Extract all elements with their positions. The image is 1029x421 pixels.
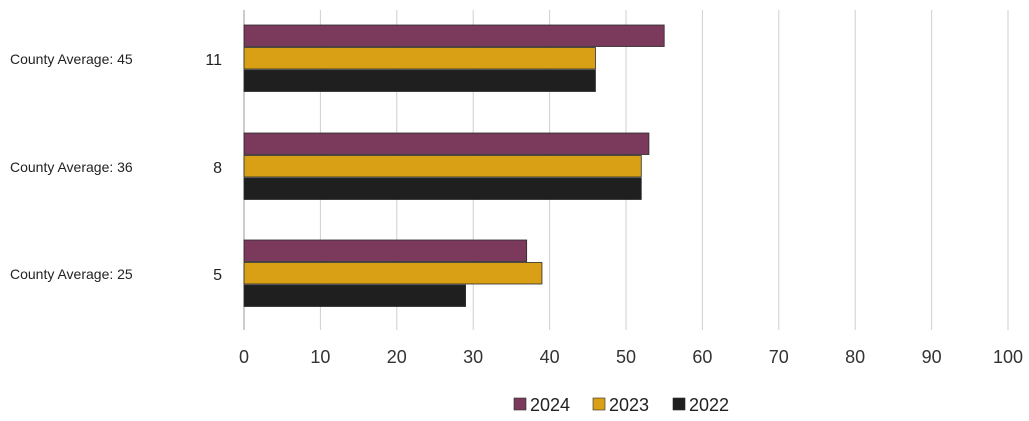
x-tick-label: 70 [769,347,789,367]
x-axis-ticks: 0 10 20 30 40 50 60 70 80 90 100 [239,347,1023,367]
category-labels: 11 County Average: 45 8 County Average: 36 5… [10,51,222,284]
bar-2023-8 [243,155,642,178]
legend-label-2022: 2022 [689,395,729,415]
x-tick-label: 50 [616,347,636,367]
legend-swatch-2024 [513,397,527,411]
bar-2022-8 [243,177,642,200]
bar-2023-5 [243,262,543,285]
bar-2024-5 [243,239,528,262]
bar-2024-11 [243,24,665,47]
bar-2024-8 [243,132,650,155]
x-tick-label: 60 [692,347,712,367]
legend-label-2023: 2023 [609,395,649,415]
x-tick-label: 90 [922,347,942,367]
bar-2022-5 [243,284,466,307]
x-tick-label: 20 [387,347,407,367]
county-average-label: County Average: 25 [10,266,133,282]
county-average-label: County Average: 36 [10,159,133,175]
x-tick-label: 100 [993,347,1023,367]
category-label: 8 [213,160,222,177]
bars [243,24,665,307]
x-tick-label: 0 [239,347,249,367]
x-tick-label: 30 [463,347,483,367]
category-label: 5 [213,267,222,284]
x-tick-label: 80 [845,347,865,367]
bar-2022-11 [243,69,596,92]
legend-swatch-2022 [672,397,686,411]
x-tick-label: 10 [310,347,330,367]
category-label: 11 [205,52,222,69]
legend-label-2024: 2024 [530,395,570,415]
legend: 2024 2023 2022 [513,395,729,415]
legend-swatch-2023 [592,397,606,411]
county-average-label: County Average: 45 [10,51,133,67]
x-tick-label: 40 [540,347,560,367]
bar-2023-11 [243,47,596,70]
